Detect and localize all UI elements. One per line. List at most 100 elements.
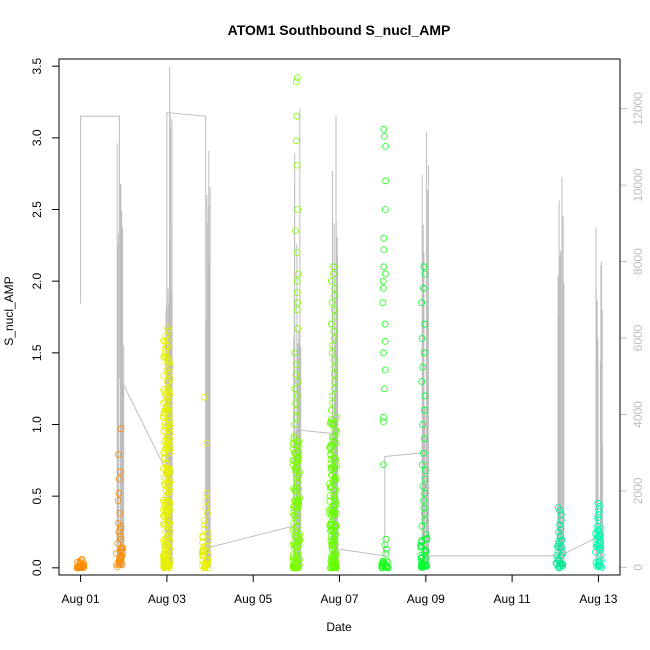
y-tick-label: 2.5 — [30, 201, 44, 218]
data-point — [421, 320, 429, 328]
data-point — [597, 544, 605, 551]
data-point — [331, 473, 339, 481]
data-point — [294, 325, 302, 332]
secondary-spike-5 — [421, 131, 429, 568]
data-point — [327, 558, 335, 566]
data-point — [165, 449, 173, 457]
data-point — [558, 536, 566, 544]
data-point — [379, 559, 387, 567]
data-point — [381, 385, 388, 393]
data-point — [326, 480, 333, 488]
secondary-line-layer — [80, 66, 603, 568]
data-point — [557, 562, 564, 570]
data-point — [421, 406, 428, 414]
data-point — [381, 270, 389, 278]
data-point — [292, 78, 300, 86]
data-point — [382, 177, 390, 185]
data-point — [198, 562, 206, 570]
data-point — [163, 464, 171, 472]
data-point — [163, 507, 171, 514]
data-point — [331, 385, 339, 393]
data-point — [205, 537, 213, 544]
data-point — [330, 474, 338, 482]
data-point — [329, 342, 337, 350]
data-point — [200, 564, 208, 572]
data-point — [293, 112, 301, 120]
data-point — [328, 299, 336, 307]
x-tick-label: Aug 01 — [62, 592, 100, 606]
data-point — [163, 405, 171, 413]
data-point — [294, 270, 302, 278]
data-point — [380, 246, 388, 254]
data-point — [419, 421, 427, 428]
data-point — [198, 547, 206, 555]
data-point — [76, 560, 84, 567]
data-point — [292, 370, 300, 378]
data-point — [289, 551, 297, 559]
y-tick-label: 3.5 — [30, 58, 44, 75]
data-point — [421, 270, 429, 278]
data-point — [296, 537, 304, 544]
data-point — [327, 483, 335, 491]
data-point — [421, 489, 429, 497]
data-point — [420, 349, 428, 357]
data-point — [379, 564, 387, 572]
data-point — [291, 555, 299, 563]
data-point — [553, 560, 561, 567]
data-point — [205, 564, 213, 572]
data-point — [419, 284, 427, 292]
data-point — [164, 388, 172, 396]
data-point — [423, 562, 431, 570]
data-point — [332, 486, 340, 494]
data-point — [164, 421, 172, 428]
y-tick-label: 3.0 — [30, 129, 44, 146]
data-point — [291, 385, 299, 393]
data-point — [594, 563, 602, 571]
data-point — [327, 532, 335, 540]
data-point — [200, 393, 208, 401]
data-point — [293, 289, 301, 297]
data-point — [292, 227, 300, 235]
secondary-series-line — [80, 111, 599, 557]
data-point — [293, 306, 301, 314]
data-point — [558, 552, 565, 559]
x-tick-label: Aug 11 — [494, 592, 531, 606]
data-point — [291, 497, 299, 505]
secondary-spike-6 — [557, 177, 565, 568]
data-point — [161, 388, 168, 396]
data-point — [115, 557, 123, 565]
data-point — [201, 521, 209, 529]
data-point — [161, 535, 169, 543]
data-point — [330, 306, 338, 314]
data-point — [162, 444, 170, 452]
data-point — [380, 132, 388, 140]
data-point — [164, 514, 171, 522]
data-point — [290, 485, 297, 492]
data-point — [203, 562, 211, 569]
data-point — [294, 454, 302, 461]
secondary-spike-0 — [116, 143, 125, 568]
plot-frame — [58, 58, 621, 576]
data-point — [418, 554, 426, 562]
data-point — [160, 427, 168, 435]
data-point — [327, 460, 335, 468]
data-point — [328, 527, 336, 535]
data-point — [115, 475, 123, 483]
data-point — [293, 249, 301, 256]
data-point — [557, 517, 565, 524]
data-point — [162, 406, 170, 414]
data-point — [204, 510, 211, 517]
data-point — [118, 546, 125, 553]
data-point — [420, 263, 428, 271]
data-point — [555, 537, 562, 545]
data-point — [292, 563, 300, 571]
data-point — [331, 363, 339, 371]
data-point — [199, 551, 207, 559]
data-point — [330, 419, 338, 427]
data-point — [330, 454, 338, 462]
data-point — [160, 542, 168, 550]
data-point — [416, 542, 424, 549]
data-point — [161, 418, 169, 426]
data-point — [379, 418, 387, 426]
data-point — [381, 366, 389, 374]
